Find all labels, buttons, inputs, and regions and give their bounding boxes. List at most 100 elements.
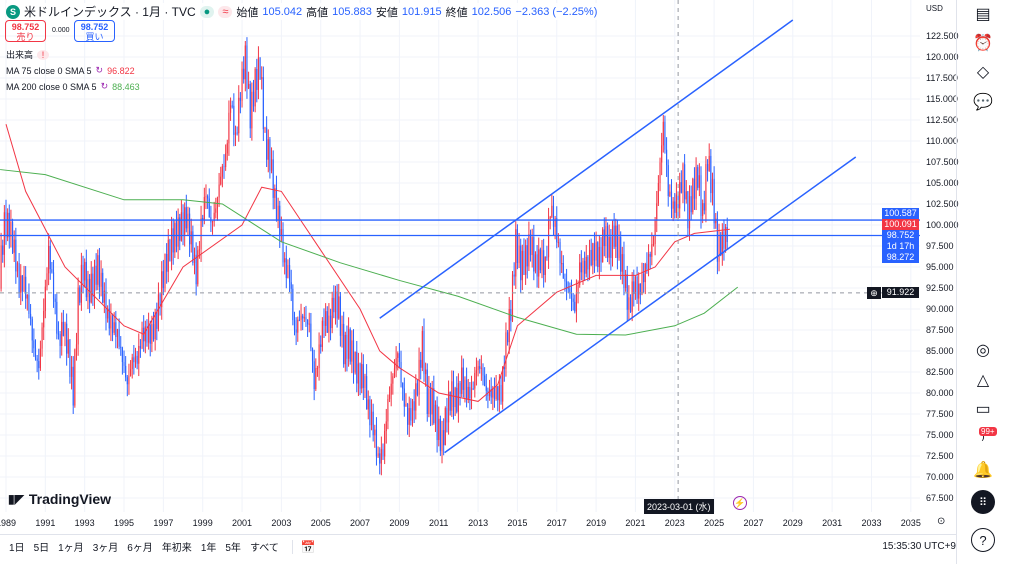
candle <box>164 253 166 289</box>
candle <box>372 411 374 436</box>
range-button[interactable]: 3ヶ月 <box>92 543 119 554</box>
time-axis[interactable]: 1989 1991 1993 1995 1997 1999 2001 2003 2005 2007… <box>0 499 956 532</box>
ideas-icon[interactable]: △ <box>976 372 990 389</box>
trend-line[interactable] <box>444 156 857 454</box>
range-button[interactable]: 1年 <box>200 543 217 554</box>
candle <box>400 362 402 383</box>
currency-select[interactable]: USD <box>926 4 943 13</box>
goto-date-icon[interactable]: 📅 <box>291 539 316 554</box>
range-button[interactable]: すべて <box>249 543 279 554</box>
candle <box>575 291 578 312</box>
range-button[interactable]: 6ヶ月 <box>127 543 153 554</box>
ma75-legend[interactable]: MA 75 close 0 SMA 5 ↻ 96.822 <box>6 65 135 76</box>
candle <box>87 278 89 298</box>
candle <box>438 418 440 441</box>
candle <box>334 291 337 313</box>
bottom-bar: 1日 5日 1ヶ月 3ヶ月 6ヶ月 年初来 1年 5年 すべて 📅 15:35:30 UTC+9 <box>0 534 956 558</box>
candle <box>618 236 620 258</box>
range-button[interactable]: 1ヶ月 <box>58 543 84 554</box>
range-button[interactable]: 1日 <box>9 543 25 554</box>
bell-icon[interactable]: 🔔 <box>973 462 993 479</box>
warning-icon: ! <box>37 49 50 60</box>
candle <box>66 323 68 354</box>
candle <box>557 242 559 244</box>
alarm-clock-icon[interactable]: ⏰ <box>973 35 993 52</box>
crosshair-date-tag: 2023-03-01 (水) <box>644 499 714 514</box>
price-tick-label: 72.500 <box>926 451 954 461</box>
price-axis[interactable]: USD 122.500 120.000 117.500 115.000 112.500 1… <box>882 0 959 512</box>
year-tick-label: 1995 <box>114 518 135 528</box>
candle <box>479 366 481 369</box>
candle <box>549 216 551 219</box>
candle <box>570 292 573 299</box>
candle <box>39 348 41 369</box>
trend-line[interactable] <box>379 19 794 319</box>
watchlist-icon[interactable]: ▤ <box>975 6 991 23</box>
close-value: 102.506 <box>471 5 512 18</box>
flash-icon[interactable]: ⚡ <box>733 496 747 510</box>
candle <box>30 313 32 319</box>
candle <box>102 272 104 303</box>
candle <box>718 236 720 262</box>
volume-legend[interactable]: 出来高! <box>6 48 50 61</box>
candle <box>420 359 422 368</box>
candle <box>520 245 522 281</box>
sell-button[interactable]: 98.752 売り <box>5 20 46 42</box>
candle <box>284 258 286 263</box>
candle <box>402 382 404 389</box>
candle <box>154 311 156 340</box>
tv-logo-icon: ▮◤ <box>8 492 24 506</box>
candle <box>439 418 441 452</box>
candle <box>567 288 569 290</box>
add-alert-icon[interactable]: ⊕ <box>867 287 881 299</box>
candle <box>426 369 428 414</box>
candle <box>685 191 687 200</box>
layers-icon[interactable]: ◇ <box>976 64 990 81</box>
candle <box>472 388 474 390</box>
candle <box>152 324 155 340</box>
candle <box>644 263 646 283</box>
price-chart[interactable] <box>0 0 920 512</box>
candle <box>580 262 582 273</box>
candle <box>639 283 641 295</box>
range-button[interactable]: 5年 <box>225 543 241 554</box>
news-feed-icon[interactable]: ⁾ <box>981 432 985 449</box>
candle <box>187 213 189 229</box>
candle <box>134 355 137 363</box>
candle <box>433 388 435 424</box>
tradingview-logo[interactable]: ▮◤ TradingView <box>8 491 111 507</box>
candle <box>359 363 361 389</box>
apps-grid-icon[interactable]: ⠿ <box>971 490 995 514</box>
candle <box>316 368 319 370</box>
price-tick-label: 122.500 <box>926 31 959 41</box>
candle <box>484 375 486 387</box>
candle <box>234 132 237 135</box>
candle <box>388 394 391 399</box>
candle <box>77 287 79 345</box>
chat-icon[interactable]: 💬 <box>973 94 993 111</box>
axis-settings-icon[interactable]: ⊙ <box>937 516 946 527</box>
buy-button[interactable]: 98.752 買い <box>74 20 115 42</box>
candle <box>51 269 53 273</box>
candle <box>315 368 317 390</box>
candle <box>325 311 327 326</box>
candle <box>10 221 12 237</box>
price-tick-label: 67.500 <box>926 493 954 503</box>
help-icon[interactable]: ? <box>971 528 995 552</box>
candle <box>357 363 359 384</box>
candle <box>667 165 669 197</box>
candle <box>172 228 174 253</box>
target-icon[interactable]: ◎ <box>976 342 990 359</box>
ma200-legend[interactable]: MA 200 close 0 SMA 5 ↻ 88.463 <box>6 81 140 92</box>
clock-time[interactable]: 15:35:30 UTC+9 <box>882 541 956 552</box>
calendar-icon[interactable]: ▭ <box>975 401 991 418</box>
candle <box>148 325 150 343</box>
candle <box>638 283 640 299</box>
candle <box>361 364 363 389</box>
candle <box>482 367 484 376</box>
range-button[interactable]: 5日 <box>33 543 50 554</box>
candle <box>202 218 204 221</box>
candle <box>326 311 328 333</box>
symbol-title[interactable]: 米ドルインデックス · 1月 · TVC <box>24 5 196 19</box>
range-button[interactable]: 年初来 <box>161 543 192 554</box>
